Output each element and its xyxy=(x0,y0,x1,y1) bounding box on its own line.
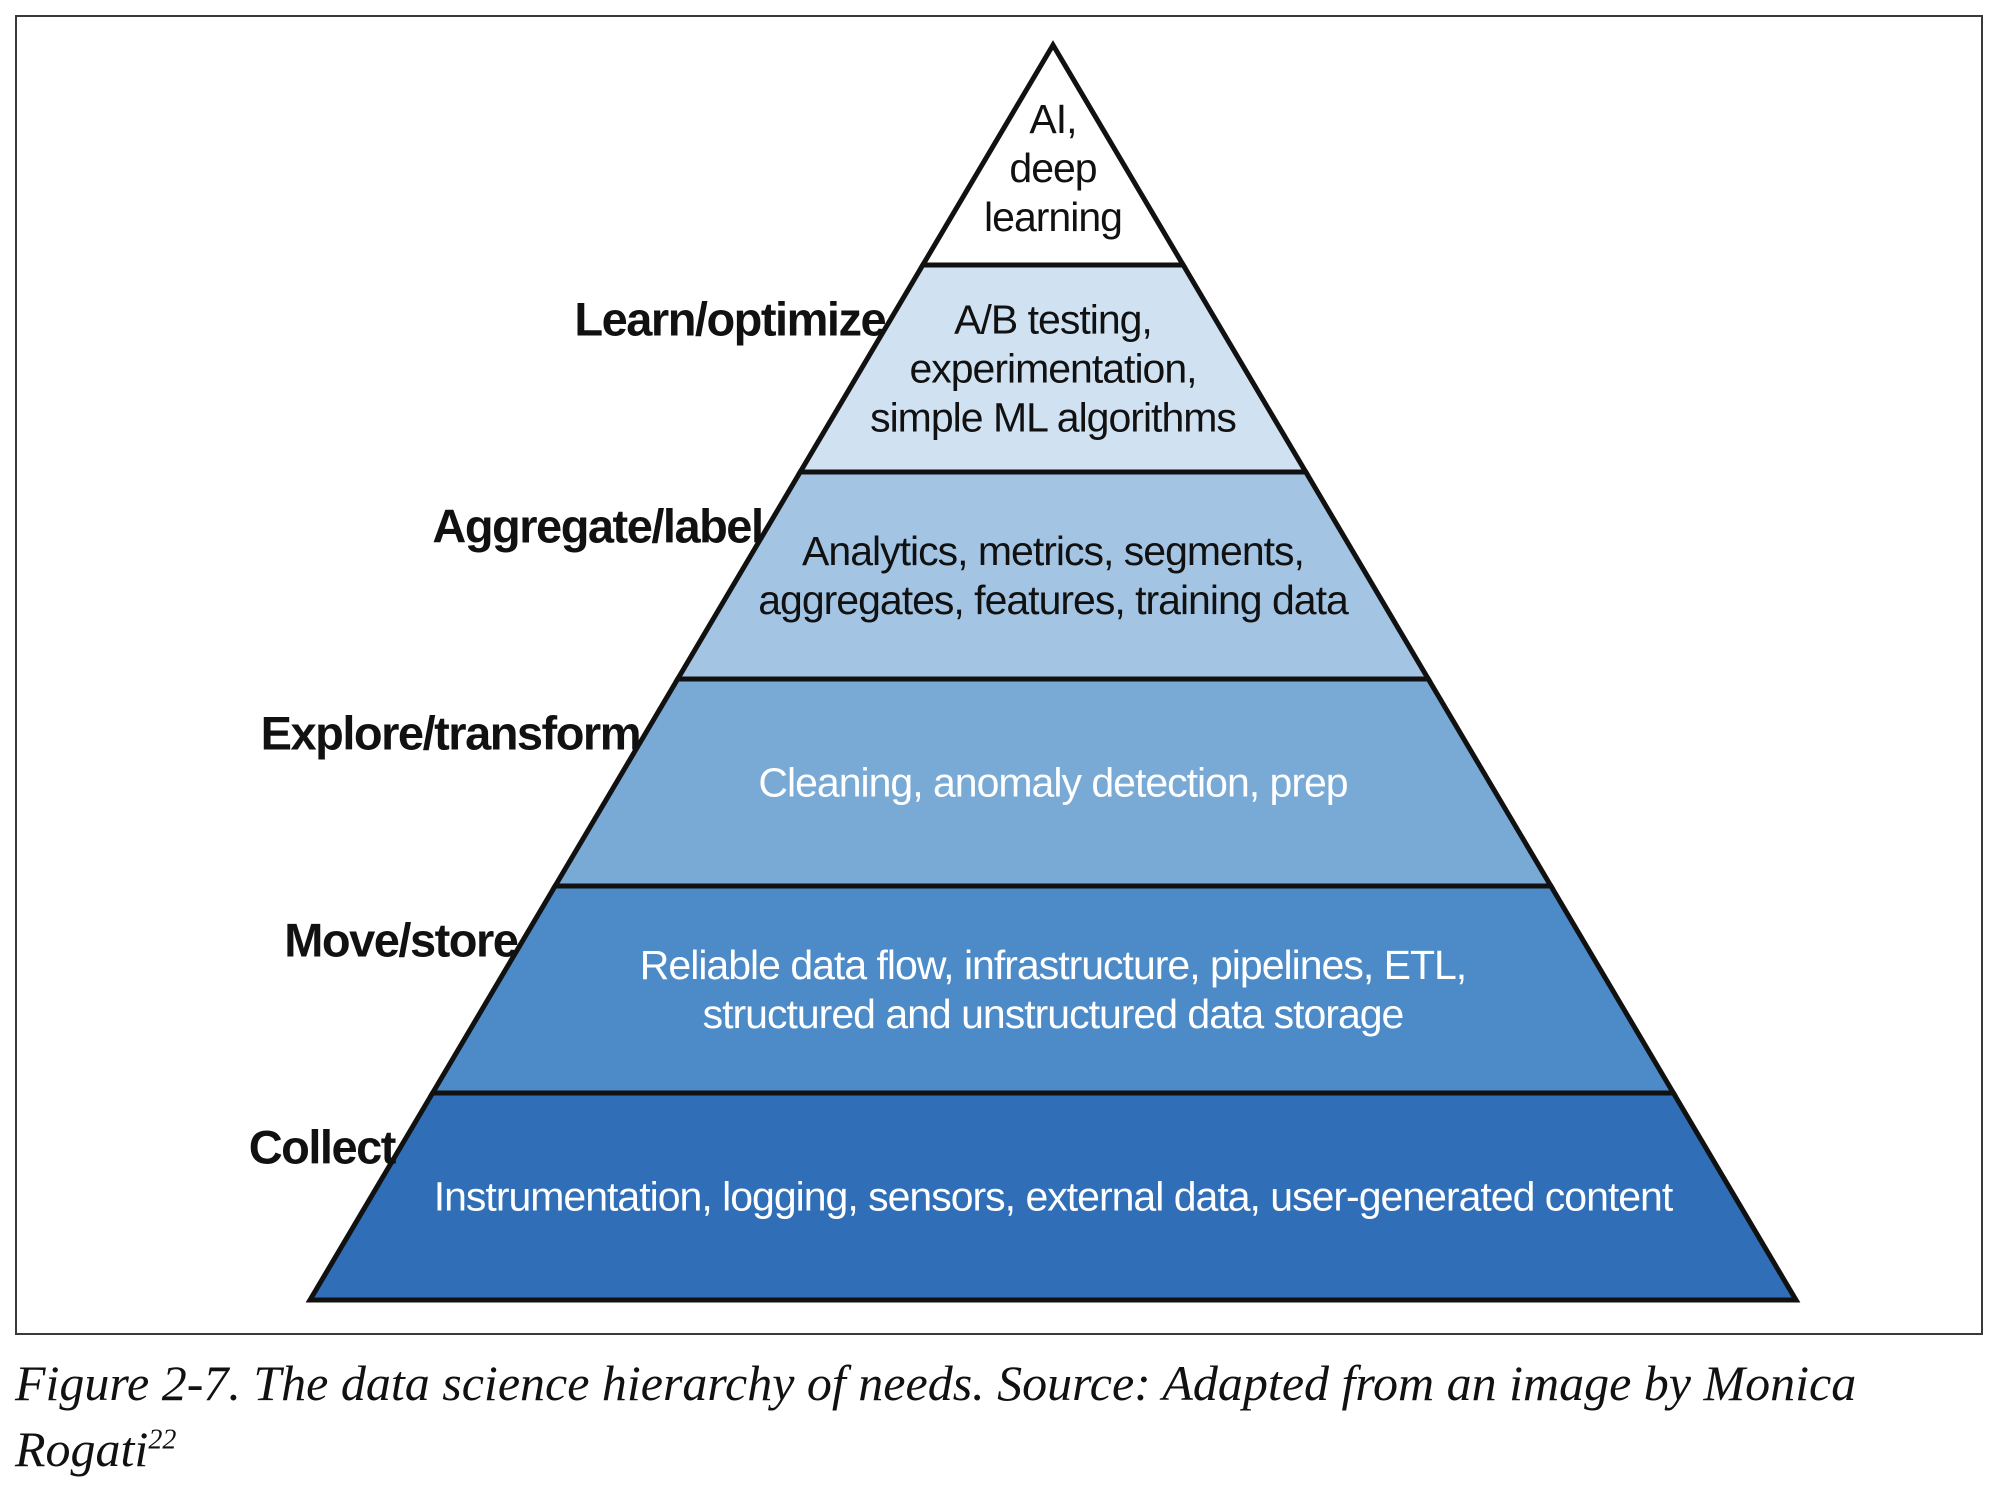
side-label-move-store: Move/store xyxy=(284,914,517,967)
side-label-collect: Collect xyxy=(249,1121,397,1174)
tier-text-line: Analytics, metrics, segments, xyxy=(802,528,1304,574)
tier-text-line: Reliable data flow, infrastructure, pipe… xyxy=(640,942,1466,988)
tier-text-line: A/B testing, xyxy=(954,297,1152,343)
tier-text-line: simple ML algorithms xyxy=(870,395,1236,441)
tier-text-line: structured and unstructured data storage xyxy=(703,991,1404,1037)
tier-collect xyxy=(305,1090,1801,1303)
tier-explore-transform-text: Cleaning, anomaly detection, prep xyxy=(758,760,1347,806)
tier-text-line: Cleaning, anomaly detection, prep xyxy=(758,760,1347,806)
side-label-aggregate-label: Aggregate/label xyxy=(432,500,762,553)
tier-text-line: aggregates, features, training data xyxy=(758,577,1349,623)
tier-ai-deep-learning-text: AI, deep learning xyxy=(984,96,1122,240)
tier-text-line: AI, xyxy=(1029,96,1076,142)
tier-aggregate-label-text: Analytics, metrics, segments, aggregates,… xyxy=(758,528,1349,623)
tier-text-line: learning xyxy=(984,194,1122,240)
caption-text: Figure 2-7. The data science hierarchy o… xyxy=(15,1355,1857,1477)
tier-move-store xyxy=(428,883,1678,1096)
tier-text-line: deep xyxy=(1009,145,1096,191)
caption-footnote: 22 xyxy=(148,1424,177,1456)
figure-caption: Figure 2-7. The data science hierarchy o… xyxy=(15,1350,1955,1482)
tier-text-line: Instrumentation, logging, sensors, exter… xyxy=(434,1174,1674,1220)
tier-move-store-text: Reliable data flow, infrastructure, pipe… xyxy=(640,942,1466,1037)
figure-frame xyxy=(15,15,1983,1335)
tier-aggregate-label xyxy=(673,469,1433,682)
side-label-learn-optimize: Learn/optimize xyxy=(574,293,885,346)
side-label-explore-transform: Explore/transform xyxy=(261,707,640,760)
tier-text-line: experimentation, xyxy=(909,346,1196,392)
tier-collect-text: Instrumentation, logging, sensors, exter… xyxy=(434,1174,1674,1220)
tier-learn-optimize-text: A/B testing, experimentation, simple ML al… xyxy=(870,297,1236,441)
